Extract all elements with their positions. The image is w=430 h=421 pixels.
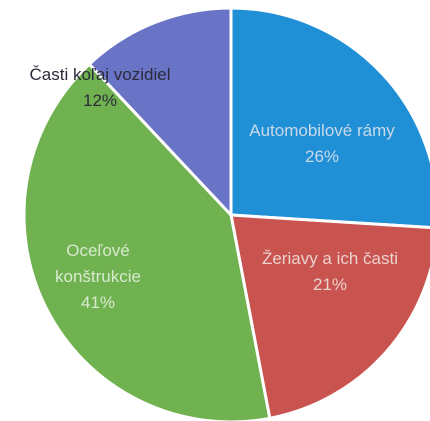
slice-label: Automobilové rámy 26% <box>247 118 397 170</box>
pie-slice <box>87 6 233 219</box>
category-label: Oceľové konštrukcie <box>55 241 141 286</box>
slice-label: Oceľové konštrukcie 41% <box>28 238 168 316</box>
pie-slice <box>229 213 430 421</box>
value-label: 41% <box>80 293 116 312</box>
slice-label: Žeriavy a ich časti 21% <box>235 246 425 298</box>
category-label: Automobilové rámy <box>249 121 395 140</box>
slice-label: Časti koľaj vozidiel 12% <box>0 62 205 114</box>
value-label: 26% <box>304 147 340 166</box>
value-label: 21% <box>312 275 348 294</box>
category-label: Časti koľaj vozidiel <box>29 65 171 84</box>
category-label: Žeriavy a ich časti <box>261 249 399 268</box>
pie-slice <box>22 61 272 421</box>
pie-slice <box>229 6 430 230</box>
value-label: 12% <box>82 91 118 110</box>
